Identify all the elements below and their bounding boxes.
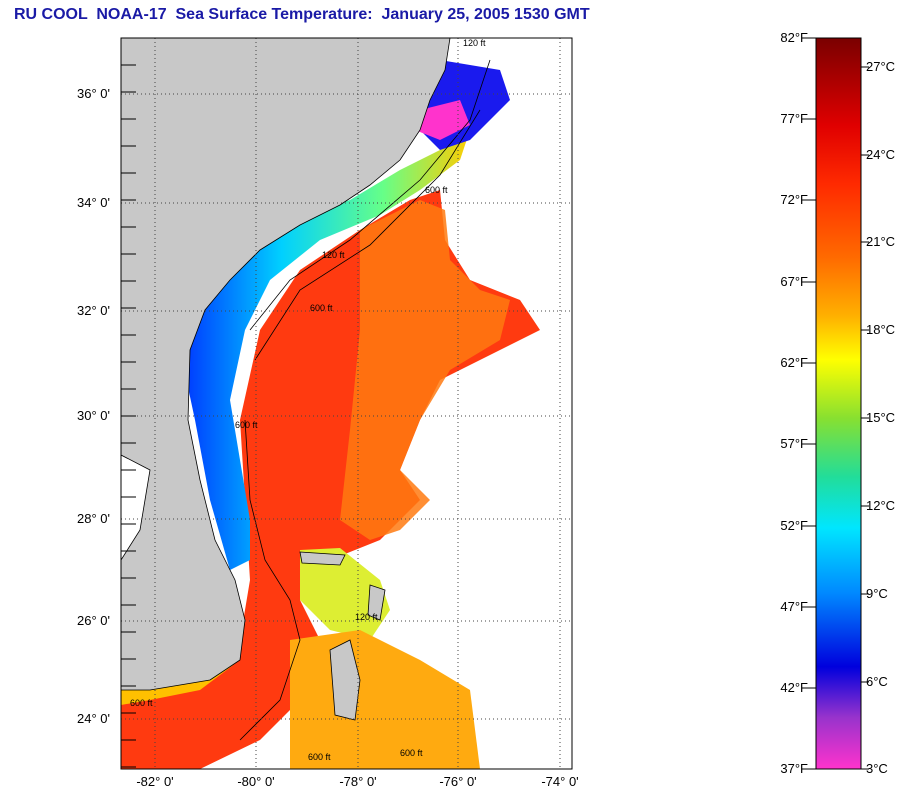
colorbar-celsius-label: 15°C <box>866 410 896 425</box>
colorbar-fahrenheit-label: 37°F <box>780 761 808 776</box>
contour-label: 600 ft <box>425 185 448 195</box>
colorbar-celsius-label: 6°C <box>866 674 888 689</box>
lon-label: -80° 0' <box>237 774 275 789</box>
offshore-orange-water <box>340 200 510 540</box>
contour-label: 600 ft <box>310 303 333 313</box>
contour-label: 600 ft <box>308 752 331 762</box>
bahamas-shelf <box>300 548 390 640</box>
colorbar-celsius-label: 18°C <box>866 322 896 337</box>
lat-label: 36° 0' <box>77 86 110 101</box>
colorbar-ticks <box>806 37 869 770</box>
lon-label: -82° 0' <box>136 774 174 789</box>
lat-label: 24° 0' <box>77 711 110 726</box>
colorbar-fahrenheit-label: 52°F <box>780 518 808 533</box>
contour-600ft <box>254 109 481 361</box>
lat-label: 28° 0' <box>77 511 110 526</box>
map-frame <box>120 37 573 770</box>
colorbar-celsius-label: 3°C <box>866 761 888 776</box>
colorbar-fahrenheit-label: 72°F <box>780 192 808 207</box>
colorbar-fahrenheit-label: 62°F <box>780 355 808 370</box>
contour-label: 600 ft <box>130 698 153 708</box>
contour-south <box>239 419 301 741</box>
colorbar-fahrenheit-label: 42°F <box>780 680 808 695</box>
contour-label: 600 ft <box>400 748 423 758</box>
island-abaco <box>367 584 386 621</box>
page-title: RU COOL NOAA-17 Sea Surface Temperature:… <box>14 6 590 23</box>
colorbar-fahrenheit-label: 57°F <box>780 436 808 451</box>
lon-label: -76° 0' <box>439 774 477 789</box>
island-grand-bahama <box>299 551 346 566</box>
colorbar-celsius-label: 27°C <box>866 59 896 74</box>
lon-label: -74° 0' <box>541 774 579 789</box>
colorbar-celsius-label: 21°C <box>866 234 896 249</box>
lat-label: 34° 0' <box>77 195 110 210</box>
contour-label: 600 ft <box>235 420 258 430</box>
colorbar-celsius-label: 9°C <box>866 586 888 601</box>
colorbar-fahrenheit-label: 82°F <box>780 30 808 45</box>
lon-label: -78° 0' <box>339 774 377 789</box>
land-mass <box>121 38 451 691</box>
colorbar-fahrenheit-label: 47°F <box>780 599 808 614</box>
lat-label: 30° 0' <box>77 408 110 423</box>
contour-label: 120 ft <box>463 38 486 48</box>
lat-label: 26° 0' <box>77 613 110 628</box>
colorbar-fahrenheit-label: 77°F <box>780 111 808 126</box>
colorbar <box>815 37 862 770</box>
sound-magenta <box>415 100 470 140</box>
island-andros <box>329 639 361 721</box>
colorbar-celsius-label: 24°C <box>866 147 896 162</box>
contour-label: 120 ft <box>322 250 345 260</box>
contour-label: 120 ft <box>355 612 378 622</box>
colorbar-fahrenheit-label: 67°F <box>780 274 808 289</box>
contour-120ft <box>249 59 491 331</box>
colorbar-celsius-label: 12°C <box>866 498 896 513</box>
lat-label: 32° 0' <box>77 303 110 318</box>
